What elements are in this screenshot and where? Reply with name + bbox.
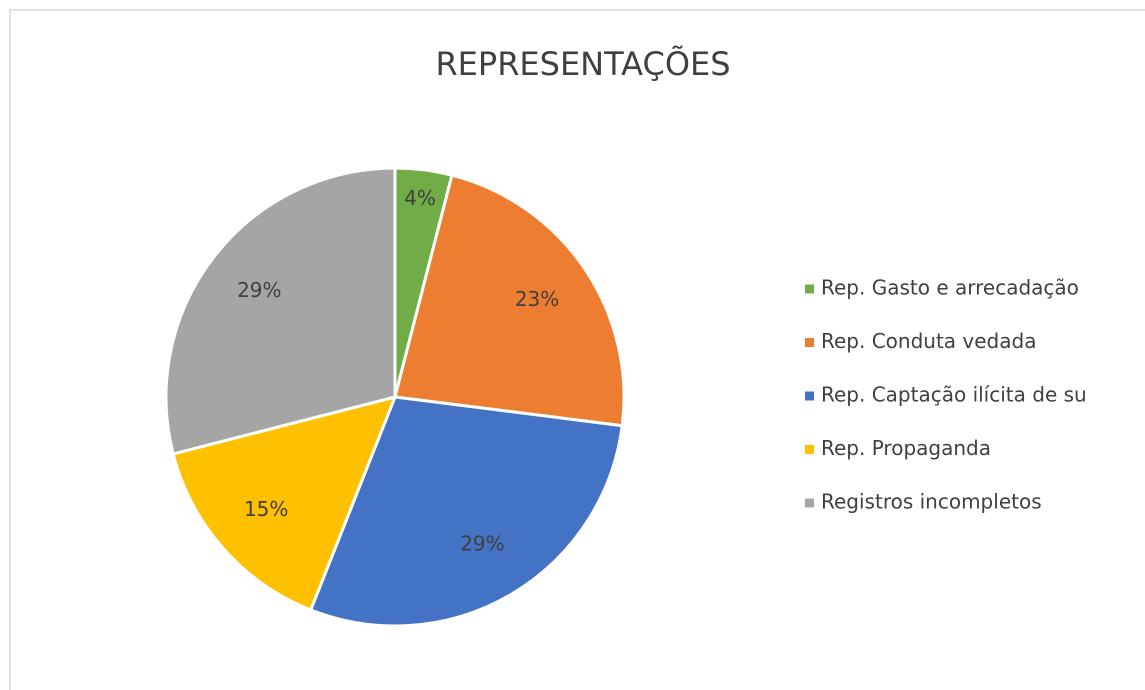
legend-label: Rep. Captação ilícita de su bbox=[821, 383, 1087, 407]
data-label: 15% bbox=[244, 497, 288, 521]
legend-label: Rep. Gasto e arrecadação bbox=[821, 276, 1079, 300]
legend-swatch bbox=[805, 391, 814, 401]
legend-swatch bbox=[805, 498, 814, 508]
data-label: 29% bbox=[237, 278, 281, 302]
legend-label: Rep. Propaganda bbox=[821, 436, 991, 460]
legend-label: Registros incompletos bbox=[821, 490, 1042, 514]
data-label: 29% bbox=[460, 531, 504, 555]
pie-slice bbox=[308, 395, 624, 628]
legend-swatch bbox=[805, 445, 814, 454]
pie-slice bbox=[393, 173, 626, 428]
pie-slice bbox=[171, 394, 398, 612]
legend-label: Rep. Conduta vedada bbox=[821, 329, 1036, 353]
data-label: 23% bbox=[515, 287, 559, 311]
legend-swatch bbox=[805, 284, 814, 294]
pie-slice bbox=[164, 166, 397, 456]
legend-swatch bbox=[805, 338, 814, 347]
data-label: 4% bbox=[404, 186, 436, 210]
chart-title: REPRESENTAÇÕES bbox=[435, 45, 730, 83]
